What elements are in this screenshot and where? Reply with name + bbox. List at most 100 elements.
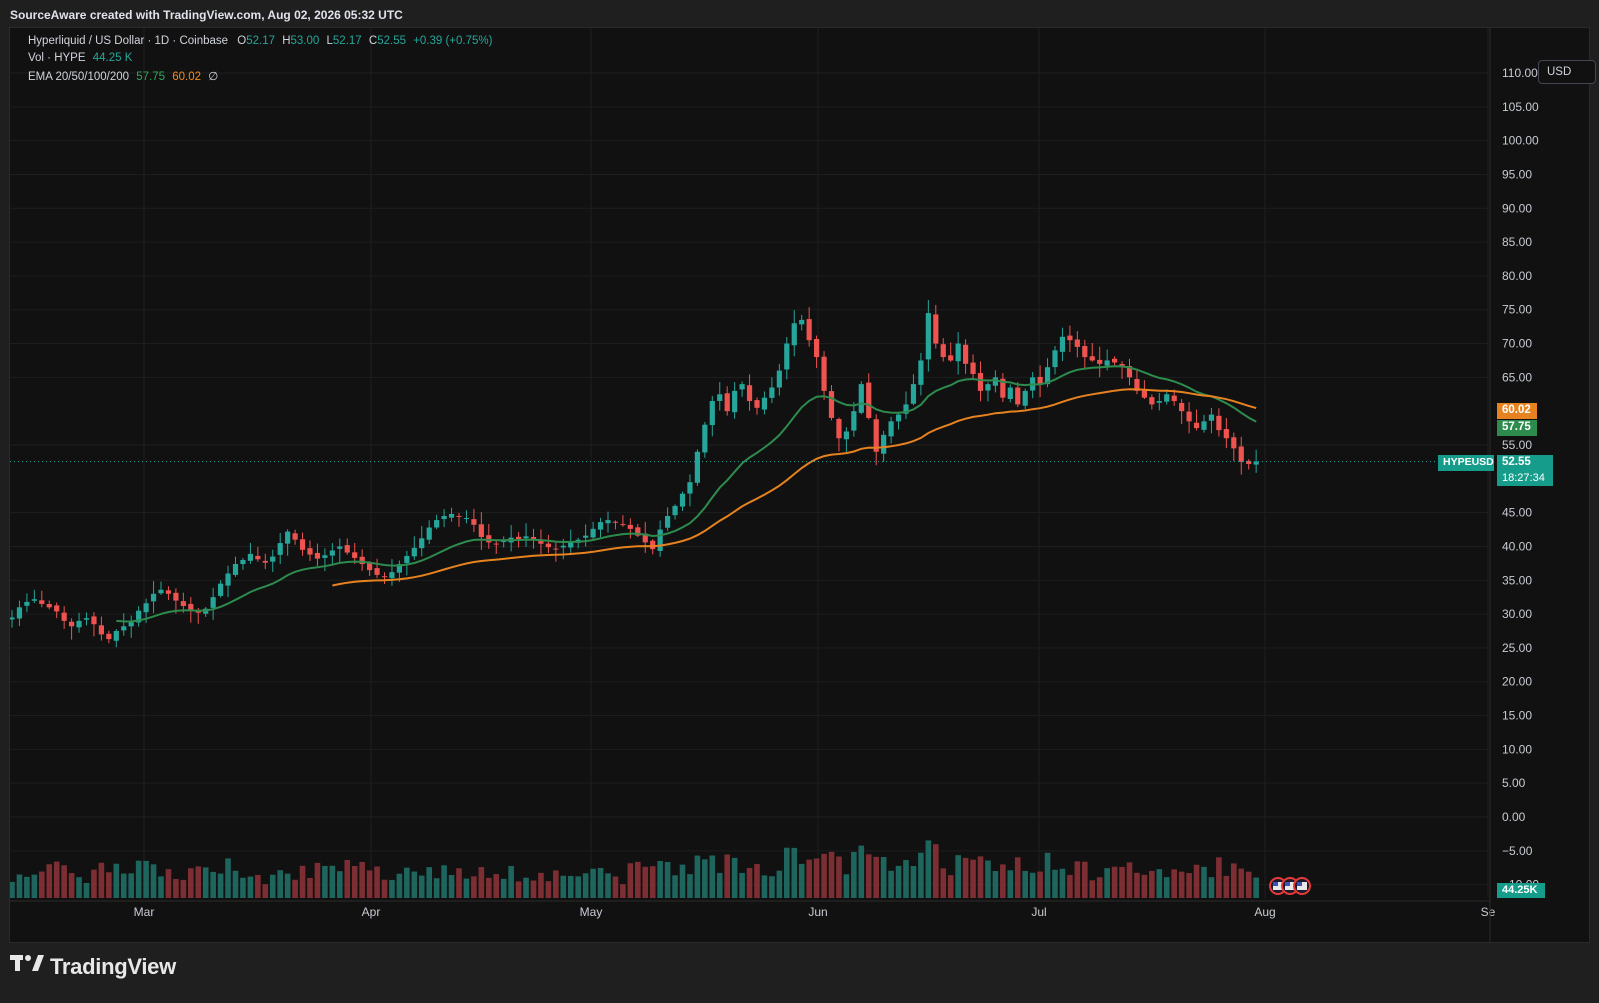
volume-bar: [1193, 864, 1200, 898]
price-tick-label: 95.00: [1502, 167, 1532, 181]
volume-bar: [1238, 868, 1245, 898]
volume-bar: [776, 870, 783, 898]
volume-bar: [1201, 866, 1207, 898]
candle-body: [627, 524, 633, 529]
candle-body: [1208, 414, 1215, 421]
volume-bar: [694, 855, 701, 898]
candle-body: [940, 344, 946, 358]
candle-body: [620, 524, 626, 526]
volume-bar: [53, 861, 60, 898]
candle-body: [910, 384, 917, 404]
volume-bar: [1111, 866, 1118, 898]
candle-body: [724, 393, 730, 412]
volume-bar: [567, 875, 574, 898]
volume-bar: [1178, 871, 1185, 898]
currency-button[interactable]: USD: [1538, 60, 1596, 84]
candle-body: [754, 400, 760, 408]
chart-frame[interactable]: 110.00 105.00 100.00 95.00 90.00 85.00 80.00 75…: [9, 27, 1596, 944]
ema50-line: [332, 388, 1257, 587]
volume-bar: [210, 871, 216, 898]
volume-bar: [255, 874, 261, 898]
volume-bar: [955, 855, 961, 898]
volume-bar: [575, 876, 581, 898]
volume-bar: [657, 861, 663, 898]
volume-bar: [1037, 871, 1043, 898]
candle-body: [106, 633, 112, 640]
legend-change: +0.39 (+0.75%): [413, 35, 493, 47]
volume-bar: [1208, 877, 1215, 898]
candle-body: [672, 505, 678, 516]
candle-body: [828, 391, 835, 418]
candle-body: [1089, 356, 1095, 361]
candle-body: [24, 601, 30, 606]
candle-body: [247, 553, 253, 561]
candle-body: [1000, 378, 1006, 398]
volume-bar: [731, 857, 738, 898]
candle-body: [851, 411, 857, 431]
candle-body: [1126, 365, 1133, 378]
candle-body: [1193, 422, 1200, 429]
price-tick-label: 10.00: [1502, 742, 1532, 756]
volume-bar: [374, 866, 380, 898]
candle-body: [1082, 346, 1088, 358]
legend-symbol-line[interactable]: Hyperliquid / US Dollar · 1D · Coinbase …: [28, 35, 492, 47]
volume-bar: [761, 875, 768, 898]
candle-body: [46, 603, 52, 608]
volume-bar: [970, 859, 976, 898]
volume-bar: [359, 861, 365, 898]
candle-body: [1059, 336, 1066, 352]
candle-body: [31, 599, 37, 601]
candle-body: [858, 384, 864, 413]
candle-body: [143, 603, 149, 613]
volume-bar: [910, 865, 917, 898]
volume-bar: [1149, 870, 1155, 898]
legend-ema-line[interactable]: EMA 20/50/100/200 57.75 60.02 ∅: [28, 69, 218, 83]
volume-bar: [1245, 871, 1252, 898]
candle-body: [16, 607, 23, 619]
volume-bar: [1231, 863, 1237, 898]
candle-body: [411, 547, 417, 557]
volume-bar: [1089, 880, 1096, 898]
volume-bar: [500, 878, 507, 898]
candle-body: [352, 552, 358, 558]
volume-bar: [202, 867, 209, 898]
volume-bar: [284, 873, 291, 898]
price-tick-label: 5.00: [1502, 776, 1526, 790]
price-tick-label: 90.00: [1502, 201, 1532, 215]
candle-body: [76, 620, 82, 628]
candle-body: [478, 524, 484, 537]
volume-bar: [31, 874, 38, 898]
candle-body: [307, 548, 313, 555]
volume-bar: [158, 876, 164, 898]
volume-bar: [1126, 862, 1133, 898]
volume-bar: [1171, 869, 1177, 898]
volume-bar: [1096, 877, 1103, 898]
volume-bar: [1014, 857, 1021, 898]
volume-bar: [843, 874, 850, 898]
candle-body: [1112, 358, 1118, 363]
candle-body: [933, 314, 939, 344]
candle-body: [136, 610, 142, 623]
legend-volume-line[interactable]: Vol · HYPE 44.25 K: [28, 52, 132, 64]
ema20-price-badge: 57.75: [1497, 420, 1537, 436]
price-chart[interactable]: 110.00 105.00 100.00 95.00 90.00 85.00 80.00 75…: [10, 28, 1591, 944]
candle-body: [69, 621, 75, 627]
candle-body: [463, 518, 470, 520]
candle-body: [925, 313, 931, 360]
candle-body: [329, 550, 335, 556]
candle-body: [262, 560, 268, 563]
volume-bar: [769, 876, 775, 898]
candle-body: [1141, 389, 1147, 398]
volume-bar: [620, 884, 626, 898]
price-tick-label: 100.00: [1502, 134, 1539, 148]
candle-body: [702, 424, 708, 453]
volume-bar: [39, 871, 45, 898]
volume-bar: [985, 860, 991, 898]
volume-bar: [538, 872, 544, 898]
volume-bar: [515, 881, 522, 898]
candle-body: [471, 519, 477, 525]
legend-l-label: L: [326, 35, 333, 47]
volume-bar: [1007, 870, 1014, 898]
volume-bar: [307, 877, 313, 898]
candle-body: [687, 482, 693, 494]
